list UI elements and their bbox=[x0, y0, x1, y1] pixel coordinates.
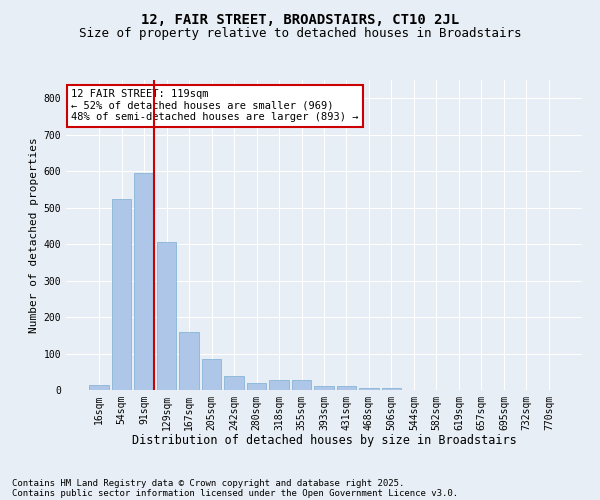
Bar bbox=[292, 380, 311, 390]
X-axis label: Distribution of detached houses by size in Broadstairs: Distribution of detached houses by size … bbox=[131, 434, 517, 448]
Bar bbox=[134, 173, 154, 390]
Text: 12, FAIR STREET, BROADSTAIRS, CT10 2JL: 12, FAIR STREET, BROADSTAIRS, CT10 2JL bbox=[141, 12, 459, 26]
Bar bbox=[112, 198, 131, 390]
Bar bbox=[247, 382, 266, 390]
Bar bbox=[89, 384, 109, 390]
Text: Contains HM Land Registry data © Crown copyright and database right 2025.: Contains HM Land Registry data © Crown c… bbox=[12, 478, 404, 488]
Bar bbox=[224, 376, 244, 390]
Bar bbox=[337, 386, 356, 390]
Bar bbox=[269, 380, 289, 390]
Bar bbox=[382, 388, 401, 390]
Bar bbox=[314, 386, 334, 390]
Text: 12 FAIR STREET: 119sqm
← 52% of detached houses are smaller (969)
48% of semi-de: 12 FAIR STREET: 119sqm ← 52% of detached… bbox=[71, 90, 359, 122]
Y-axis label: Number of detached properties: Number of detached properties bbox=[29, 137, 40, 333]
Text: Contains public sector information licensed under the Open Government Licence v3: Contains public sector information licen… bbox=[12, 488, 458, 498]
Bar bbox=[202, 359, 221, 390]
Bar bbox=[157, 242, 176, 390]
Text: Size of property relative to detached houses in Broadstairs: Size of property relative to detached ho… bbox=[79, 28, 521, 40]
Bar bbox=[359, 388, 379, 390]
Bar bbox=[179, 332, 199, 390]
